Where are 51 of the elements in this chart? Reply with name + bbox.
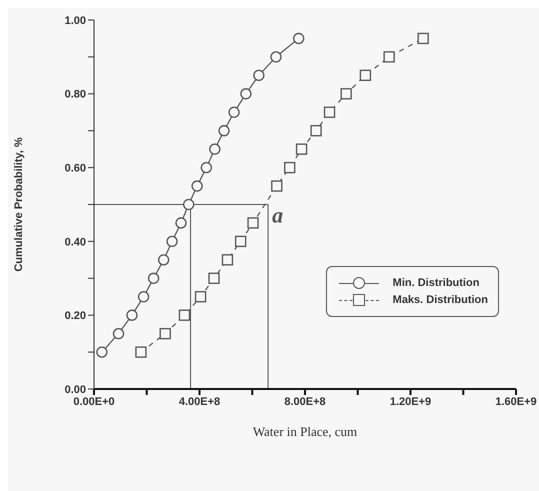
point — [247, 217, 259, 229]
point — [200, 162, 212, 174]
point — [253, 70, 264, 81]
point — [135, 346, 147, 358]
point — [112, 328, 124, 340]
y-tick-label: 0.20 — [64, 310, 86, 322]
point — [126, 310, 138, 321]
point — [284, 162, 296, 174]
point — [194, 291, 206, 302]
point — [296, 144, 308, 155]
point — [228, 106, 240, 118]
point — [418, 32, 429, 44]
y-tick-label: 0.40 — [64, 236, 86, 248]
point — [310, 125, 322, 136]
ref-line-label: a — [272, 202, 284, 228]
y-tick-label: 0.60 — [64, 162, 86, 175]
point — [209, 144, 220, 155]
point — [191, 180, 203, 192]
point — [222, 254, 234, 266]
point — [218, 125, 230, 136]
point — [148, 272, 160, 284]
y-axis-title: Cumulative Probability, % — [12, 137, 25, 272]
x-axis-title: Water in Place, cum — [252, 424, 358, 439]
point — [166, 236, 178, 248]
y-tick-label: 1.00 — [64, 14, 86, 27]
point — [208, 272, 220, 284]
legend-label: Min. Distribution — [392, 277, 480, 289]
point — [360, 70, 372, 81]
y-tick-label: 0.80 — [64, 88, 86, 101]
point — [138, 291, 150, 302]
point — [178, 310, 190, 321]
point — [183, 198, 194, 210]
point — [234, 236, 246, 248]
legend-label: Maks. Distribution — [392, 294, 488, 306]
point — [293, 32, 304, 44]
x-tick-label: 1.60E+9 — [495, 396, 537, 408]
x-tick-label: 8.00E+8 — [284, 396, 326, 408]
point — [324, 106, 336, 118]
point — [383, 51, 395, 63]
point — [340, 88, 352, 100]
x-tick-label: 4.00E+8 — [178, 396, 220, 408]
point — [175, 217, 187, 229]
point — [160, 328, 171, 340]
point — [240, 88, 252, 100]
point — [271, 180, 282, 192]
point — [96, 346, 108, 358]
x-tick-label: 1.20E+9 — [390, 396, 432, 408]
point — [270, 51, 282, 63]
x-tick-label: 0.00E+0 — [73, 396, 115, 408]
point — [158, 254, 170, 266]
y-tick-label: 0.00 — [64, 384, 86, 396]
